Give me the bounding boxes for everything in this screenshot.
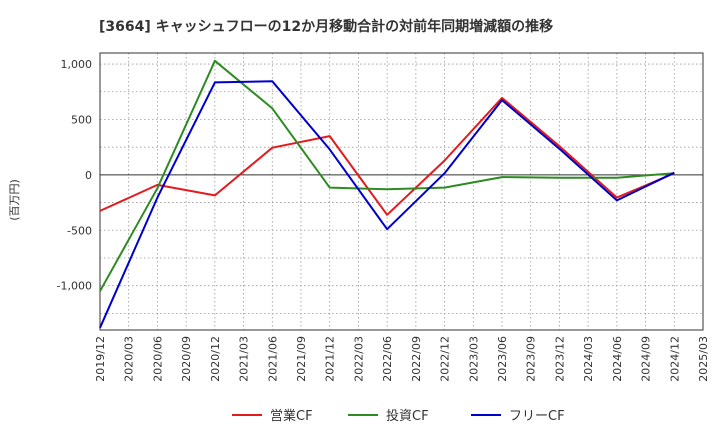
x-tick-label: 2025/03	[697, 336, 710, 382]
y-tick-label: -1,000	[57, 280, 92, 293]
x-tick-label: 2024/06	[611, 336, 624, 382]
series-line	[99, 80, 675, 329]
x-tick-label: 2023/12	[553, 336, 566, 382]
x-tick-label: 2020/09	[180, 336, 193, 382]
x-tick-label: 2023/03	[467, 336, 480, 382]
x-tick-label: 2022/12	[439, 336, 452, 382]
x-tick-label: 2020/03	[123, 336, 136, 382]
y-axis-ticks: 1,000 500 0 -500 -1,000	[57, 58, 92, 293]
x-tick-label: 2021/12	[324, 336, 337, 382]
x-tick-label: 2022/06	[381, 336, 394, 382]
legend-label: フリーCF	[509, 409, 565, 424]
legend: 営業CF 投資CF フリーCF	[232, 408, 565, 424]
x-tick-label: 2024/12	[668, 336, 681, 382]
chart-title: [3664] キャッシュフローの12か月移動合計の対前年同期増減額の推移	[99, 18, 553, 35]
grid-lines	[100, 53, 703, 330]
x-tick-label: 2024/03	[582, 336, 595, 382]
y-tick-label: -500	[67, 224, 92, 237]
x-tick-label: 2021/06	[266, 336, 279, 382]
x-tick-label: 2021/09	[295, 336, 308, 382]
x-tick-label: 2022/09	[410, 336, 423, 382]
series-lines	[99, 59, 675, 329]
x-tick-label: 2022/03	[352, 336, 365, 382]
plot-area-frame	[99, 52, 704, 331]
legend-label: 投資CF	[386, 408, 429, 424]
series-line	[99, 96, 675, 216]
x-tick-label: 2020/06	[151, 336, 164, 382]
x-tick-label: 2023/09	[525, 336, 538, 382]
x-tick-label: 2021/03	[238, 336, 251, 382]
x-tick-label: 2019/12	[94, 336, 107, 382]
x-tick-label: 2023/06	[496, 336, 509, 382]
legend-label: 営業CF	[270, 408, 313, 424]
y-tick-label: 1,000	[61, 58, 93, 71]
x-tick-label: 2020/12	[209, 336, 222, 382]
series-line	[99, 59, 675, 292]
x-axis-ticks: 2019/12 2020/03 2020/06 2020/09 2020/12 2021/…	[94, 336, 710, 382]
y-tick-label: 500	[71, 113, 92, 126]
y-tick-label: 0	[85, 169, 92, 182]
x-tick-label: 2024/09	[640, 336, 653, 382]
y-axis-label: (百万円)	[8, 179, 21, 221]
